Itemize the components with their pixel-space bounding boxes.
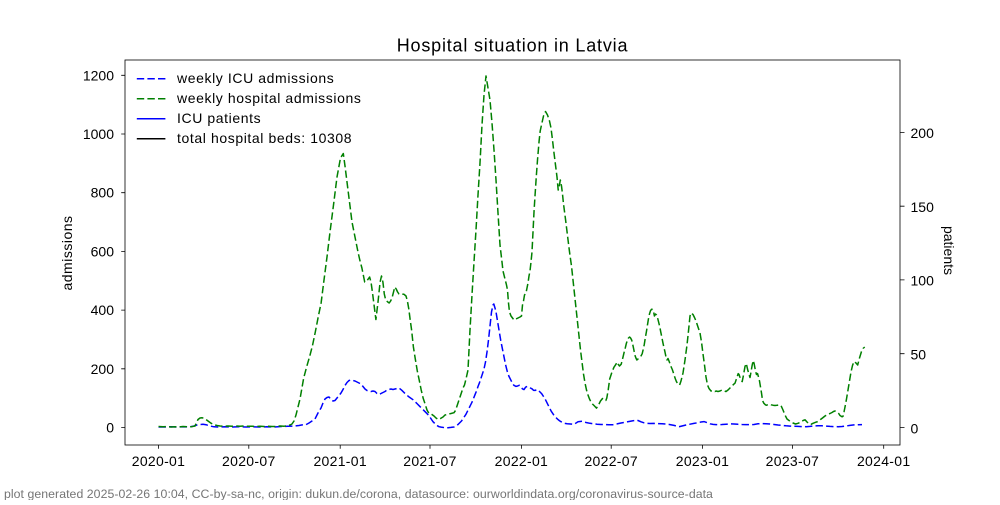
svg-text:2023-07: 2023-07 <box>766 453 819 469</box>
svg-text:2024-01: 2024-01 <box>857 453 910 469</box>
svg-text:total hospital beds: 10308: total hospital beds: 10308 <box>177 130 352 146</box>
svg-text:plot generated 2025-02-26 10:0: plot generated 2025-02-26 10:04, CC-by-s… <box>4 487 713 500</box>
svg-text:150: 150 <box>911 199 935 215</box>
svg-text:admissions: admissions <box>59 215 75 290</box>
svg-text:2023-01: 2023-01 <box>676 453 729 469</box>
svg-text:0: 0 <box>106 420 114 436</box>
svg-text:600: 600 <box>91 243 115 259</box>
svg-text:weekly hospital admissions: weekly hospital admissions <box>176 90 361 106</box>
svg-text:Hospital situation in Latvia: Hospital situation in Latvia <box>397 36 629 56</box>
svg-text:2021-07: 2021-07 <box>403 453 456 469</box>
svg-text:ICU patients: ICU patients <box>177 110 261 126</box>
svg-text:2021-01: 2021-01 <box>313 453 366 469</box>
svg-text:100: 100 <box>911 273 935 289</box>
svg-text:1200: 1200 <box>83 67 114 83</box>
svg-text:200: 200 <box>91 361 115 377</box>
svg-text:0: 0 <box>911 420 919 436</box>
svg-text:200: 200 <box>911 125 935 141</box>
svg-text:400: 400 <box>91 302 115 318</box>
svg-text:50: 50 <box>911 347 927 363</box>
svg-text:patients: patients <box>941 226 957 275</box>
svg-text:2022-01: 2022-01 <box>495 453 548 469</box>
svg-text:2022-07: 2022-07 <box>584 453 637 469</box>
svg-text:800: 800 <box>91 185 115 201</box>
svg-text:1000: 1000 <box>83 126 114 142</box>
svg-text:2020-07: 2020-07 <box>222 453 275 469</box>
svg-text:weekly ICU admissions: weekly ICU admissions <box>176 70 334 86</box>
svg-text:2020-01: 2020-01 <box>132 453 185 469</box>
